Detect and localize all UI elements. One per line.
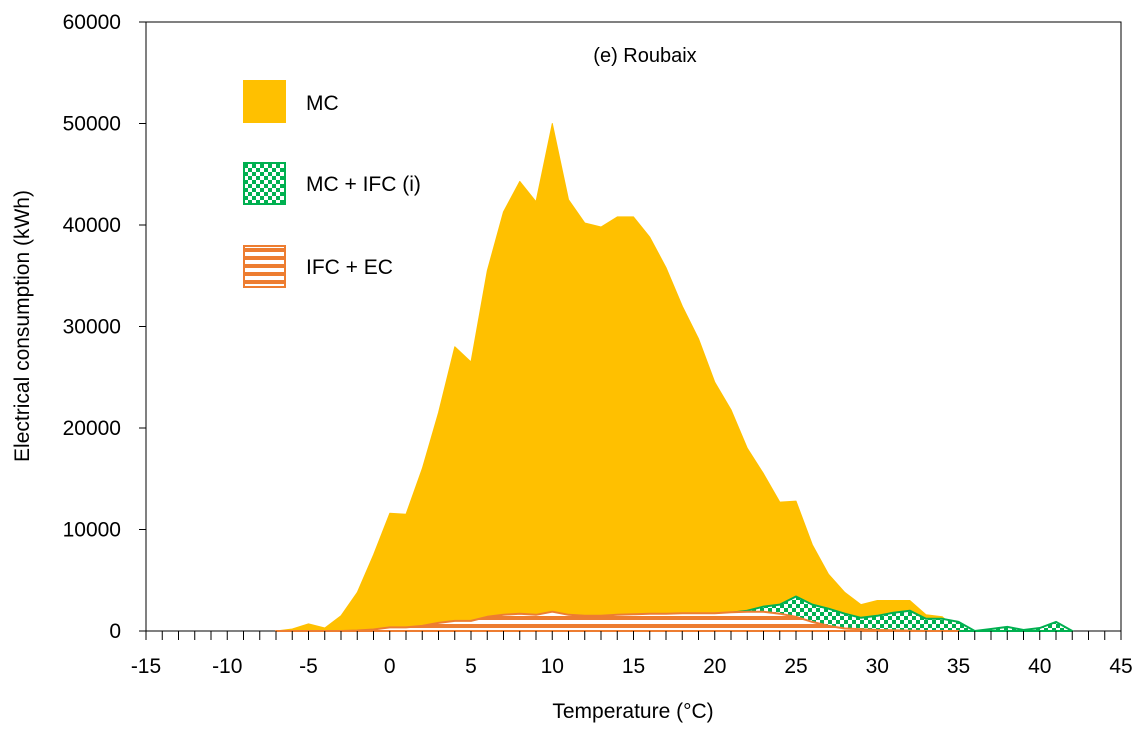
x-tick-label: 45 [1109, 655, 1132, 678]
x-tick-label: 0 [384, 655, 396, 678]
y-tick-label: 30000 [63, 316, 121, 339]
x-tick-labels: -15 -10 -5 0 5 10 15 20 25 30 35 40 45 [131, 655, 1133, 678]
x-tick-label: 15 [622, 655, 645, 678]
legend-label-mc: MC [306, 92, 339, 115]
x-tick-label: 40 [1028, 655, 1051, 678]
y-tick-labels: 0 10000 20000 30000 40000 50000 60000 [63, 11, 121, 643]
legend-swatch-ifc-ec [243, 245, 286, 288]
x-tick-label: 30 [866, 655, 889, 678]
legend-swatch-mc [243, 80, 286, 123]
series-layer [275, 123, 1074, 632]
x-tick-label: 25 [784, 655, 807, 678]
y-tick-label: 40000 [63, 214, 121, 237]
y-tick-label: 0 [109, 620, 121, 643]
legend-swatch-mc-ifc [243, 162, 286, 205]
x-tick-label: 10 [541, 655, 564, 678]
x-tick-label: 35 [947, 655, 970, 678]
x-tick-label: -5 [299, 655, 318, 678]
y-tick-label: 50000 [63, 113, 121, 136]
series-area-mc [275, 123, 959, 632]
x-tick-label: -10 [212, 655, 242, 678]
y-tick-label: 10000 [63, 519, 121, 542]
series-area-ifc-ec [275, 610, 960, 632]
y-tick-label: 60000 [63, 11, 121, 34]
legend: MC MC + IFC (i) IFC + EC [243, 80, 421, 288]
x-axis-label: Temperature (°C) [552, 700, 713, 723]
y-tick-label: 20000 [63, 417, 121, 440]
y-axis-label: Electrical consumption (kWh) [11, 190, 34, 462]
x-tick-label: 20 [703, 655, 726, 678]
legend-label-ifc-ec: IFC + EC [306, 256, 393, 279]
x-tick-label: -15 [131, 655, 161, 678]
chart-title: (e) Roubaix [593, 45, 696, 67]
x-tick-label: 5 [465, 655, 477, 678]
axis-layer [139, 21, 1122, 640]
legend-label-mc-ifc: MC + IFC (i) [306, 173, 421, 196]
